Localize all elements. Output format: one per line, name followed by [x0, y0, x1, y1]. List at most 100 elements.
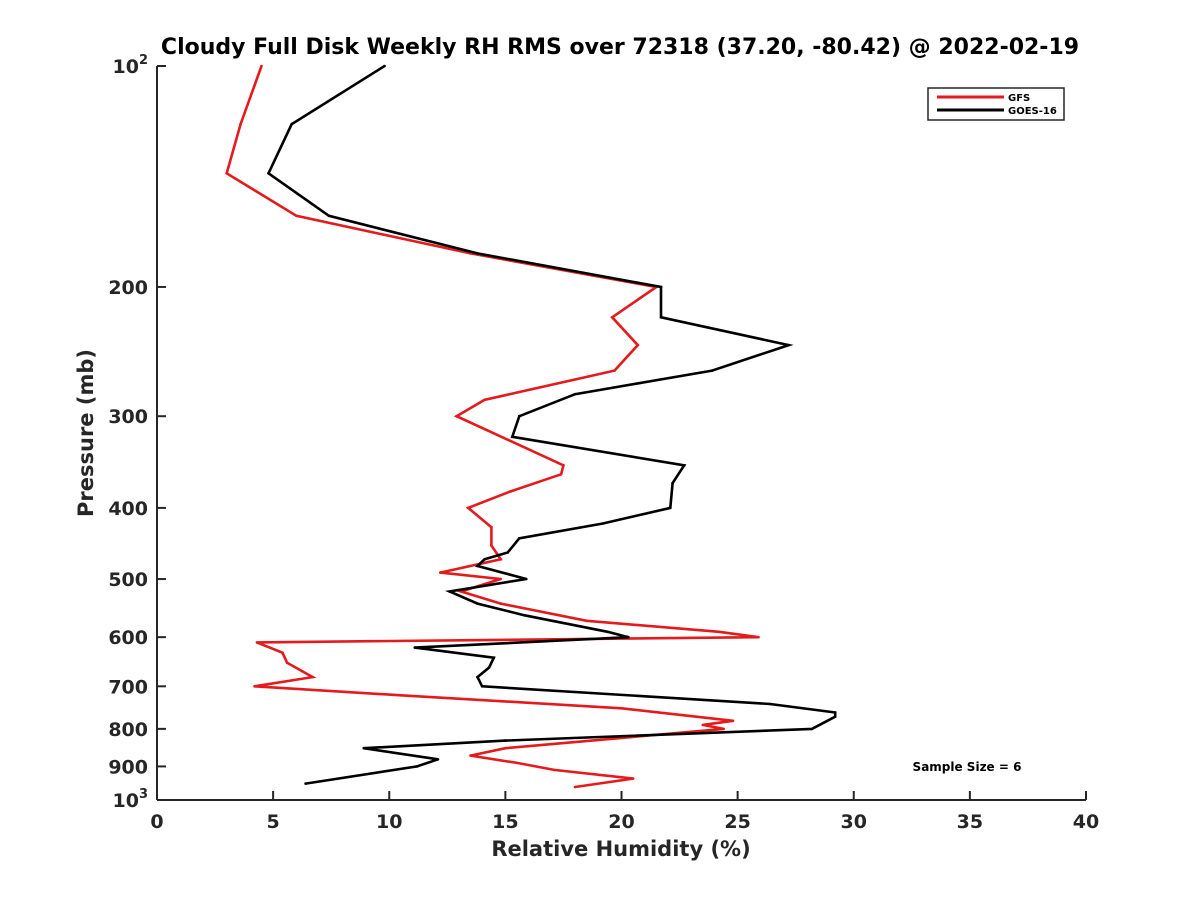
data-point-goes16 — [413, 646, 417, 649]
legend-box — [927, 87, 1065, 121]
data-point-gfs — [610, 316, 614, 319]
data-point-gfs — [515, 761, 519, 765]
x-tick-label: 25 — [724, 811, 750, 833]
data-point-goes16 — [671, 481, 674, 485]
data-point-gfs — [731, 719, 735, 723]
data-point-gfs — [757, 635, 760, 639]
data-point-gfs — [717, 630, 721, 634]
data-point-goes16 — [573, 392, 577, 396]
data-point-goes16 — [327, 214, 331, 218]
legend-label-gfs: GFS — [1008, 93, 1030, 104]
y-tick-label: 900 — [108, 756, 148, 778]
series-line-gfs — [225, 65, 759, 789]
sample-size-annotation: Sample Size = 6 — [913, 760, 1022, 774]
data-point-goes16 — [682, 464, 686, 467]
data-point-gfs — [573, 785, 577, 789]
data-point-gfs — [281, 651, 284, 654]
data-point-gfs — [399, 694, 403, 697]
y-tick-label: 103 — [113, 787, 149, 812]
x-tick-label: 15 — [492, 811, 518, 833]
data-point-goes16 — [606, 630, 609, 634]
y-tick-label: 400 — [108, 498, 148, 520]
y-tick-label: 700 — [108, 676, 148, 698]
y-tick-label: 200 — [108, 277, 148, 299]
data-point-goes16 — [669, 506, 672, 510]
data-point-goes16 — [504, 739, 507, 742]
data-point-gfs — [260, 64, 263, 68]
data-point-goes16 — [833, 715, 837, 718]
series-layer — [225, 64, 837, 789]
y-tick-label: 600 — [108, 627, 148, 649]
series-line-goes16 — [266, 64, 837, 785]
data-point-goes16 — [518, 537, 521, 540]
data-point-gfs — [499, 558, 503, 561]
data-point-goes16 — [487, 666, 491, 669]
x-tick-label: 30 — [841, 811, 867, 833]
data-point-goes16 — [290, 122, 294, 126]
y-ticks: 102 200 300 400 500 600 700 800 900 103 — [108, 53, 166, 812]
data-point-goes16 — [627, 635, 630, 639]
data-point-goes16 — [476, 602, 479, 605]
data-point-gfs — [439, 571, 442, 574]
data-point-gfs — [295, 214, 298, 218]
data-point-gfs — [722, 727, 725, 731]
data-point-gfs — [490, 525, 493, 529]
data-point-gfs — [585, 619, 588, 623]
x-tick-label: 35 — [957, 811, 983, 833]
data-point-goes16 — [710, 369, 714, 372]
data-point-goes16 — [476, 564, 479, 568]
data-point-goes16 — [659, 285, 663, 289]
legend: GFS GOES-16 — [927, 87, 1065, 121]
data-point-gfs — [631, 777, 635, 780]
data-point-goes16 — [415, 765, 419, 768]
data-point-goes16 — [768, 702, 772, 706]
x-axis-label: Relative Humidity (%) — [491, 837, 750, 861]
data-point-goes16 — [304, 782, 307, 785]
data-point-gfs — [455, 414, 458, 418]
data-point-gfs — [701, 723, 705, 727]
data-point-goes16 — [518, 414, 521, 418]
data-point-goes16 — [659, 316, 663, 319]
chart-title: Cloudy Full Disk Weekly RH RMS over 7231… — [161, 35, 1079, 60]
data-point-goes16 — [511, 435, 514, 439]
x-tick-label: 10 — [376, 811, 402, 833]
data-point-gfs — [285, 661, 289, 664]
data-point-gfs — [504, 746, 507, 750]
data-point-goes16 — [483, 558, 486, 561]
data-point-gfs — [636, 343, 640, 347]
data-point-gfs — [239, 122, 242, 126]
data-point-goes16 — [476, 252, 479, 255]
data-point-gfs — [311, 675, 314, 679]
data-point-gfs — [620, 707, 623, 710]
y-tick-label: 300 — [108, 406, 148, 428]
y-tick-label: 800 — [108, 719, 148, 741]
data-point-gfs — [466, 506, 470, 510]
data-point-gfs — [562, 464, 565, 467]
data-point-goes16 — [476, 675, 479, 679]
data-point-goes16 — [506, 551, 510, 554]
data-point-goes16 — [480, 685, 484, 688]
data-point-goes16 — [492, 656, 496, 659]
data-point-goes16 — [448, 590, 451, 593]
data-point-gfs — [552, 768, 556, 772]
data-point-gfs — [483, 398, 486, 402]
data-point-gfs — [253, 685, 256, 688]
data-point-gfs — [508, 490, 512, 493]
x-tick-label: 40 — [1073, 811, 1099, 833]
data-point-goes16 — [522, 613, 526, 617]
y-axis-label: Pressure (mb) — [74, 349, 98, 517]
data-point-gfs — [490, 544, 493, 547]
y-tick-label: 500 — [108, 569, 148, 591]
data-point-goes16 — [601, 522, 605, 525]
x-tick-label: 20 — [608, 811, 634, 833]
data-point-goes16 — [362, 746, 366, 750]
data-point-gfs — [613, 369, 616, 372]
data-point-goes16 — [833, 711, 837, 714]
legend-label-goes16: GOES-16 — [1008, 106, 1057, 117]
data-point-gfs — [255, 641, 259, 644]
data-point-gfs — [499, 577, 503, 581]
data-point-goes16 — [525, 577, 528, 581]
data-point-gfs — [499, 602, 503, 605]
data-point-goes16 — [383, 64, 386, 68]
